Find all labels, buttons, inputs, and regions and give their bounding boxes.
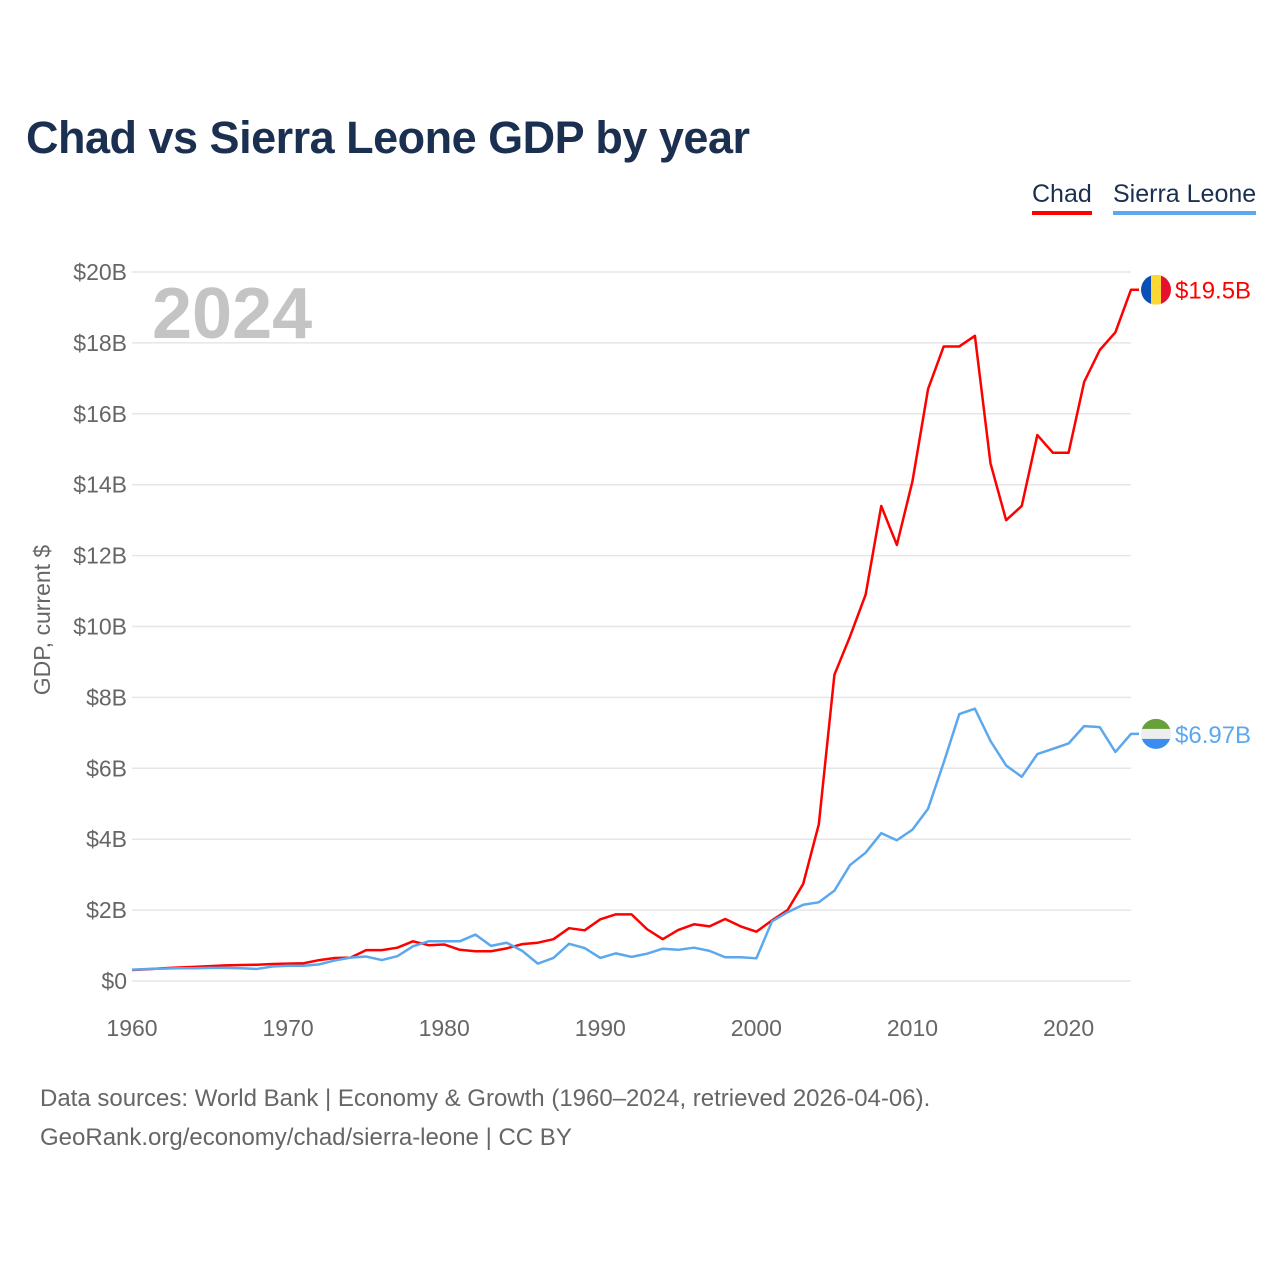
legend-chad[interactable]: Chad [1032,180,1092,215]
x-tick-label: 2020 [1043,1015,1094,1041]
x-tick-label: 1990 [575,1015,626,1041]
y-tick-label: $10B [73,614,127,640]
y-tick-label: $12B [73,543,127,569]
flag-stripe [1141,718,1171,730]
flag-stripe [1141,728,1171,740]
flag-stripe [1151,274,1162,305]
x-tick-label: 2000 [731,1015,782,1041]
footer-sources: Data sources: World Bank | Economy & Gro… [40,1085,931,1112]
end-value-label: $6.97B [1175,722,1251,749]
end-value-label: $19.5B [1175,278,1251,305]
y-tick-label: $4B [86,826,127,852]
chart-title: Chad vs Sierra Leone GDP by year [26,112,750,163]
x-tick-label: 1970 [263,1015,314,1041]
y-tick-label: $14B [73,472,127,498]
legend-sierra-leone[interactable]: Sierra Leone [1113,180,1257,215]
sierra-leone-flag-icon [1141,718,1171,749]
flag-stripe [1161,274,1171,305]
y-tick-label: $0 [101,968,127,994]
line-chart: $0 $2B $4B $6B $8B $10B $12B $14B $16B $18B $20B 19… [29,259,1251,1041]
x-tick-label: 1980 [419,1015,470,1041]
year-watermark: 2024 [152,274,312,354]
footer-link[interactable]: GeoRank.org/economy/chad/sierra-leone | … [40,1124,572,1151]
flag-stripes [1141,718,1171,749]
series-line-sierra-leone [131,707,1139,971]
y-axis-label: GDP, current $ [29,545,55,696]
y-tick-label: $2B [86,897,127,923]
y-tick-label: $16B [73,401,127,427]
x-tick-label: 1960 [106,1015,157,1041]
flag-stripe [1141,738,1171,749]
flag-stripes [1141,274,1171,305]
x-tick-label: 2010 [887,1015,938,1041]
y-tick-label: $6B [86,755,127,781]
chad-flag-icon [1141,274,1171,305]
series-line-chad [131,288,1139,972]
flag-stripe [1141,274,1152,305]
y-tick-label: $8B [86,684,127,710]
y-tick-label: $20B [73,259,127,285]
y-tick-label: $18B [73,330,127,356]
